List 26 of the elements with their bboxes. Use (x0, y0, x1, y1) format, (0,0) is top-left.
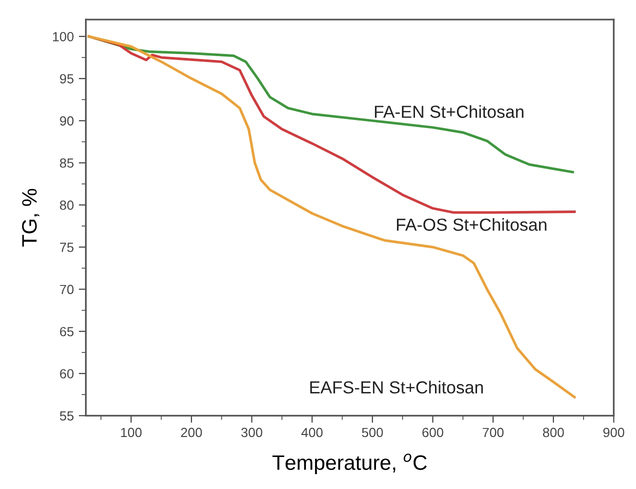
x-tick-label: 500 (362, 428, 383, 438)
x-tick-label: 200 (181, 428, 202, 438)
y-tick-label: 95 (60, 74, 74, 84)
x-tick-label: 300 (241, 428, 262, 438)
x-tick-label: 100 (121, 428, 142, 438)
y-tick-label: 85 (60, 158, 74, 168)
y-tick-label: 80 (60, 200, 74, 210)
text: EAFS-EN St+Chitosan (310, 380, 483, 394)
line-series (88, 35, 574, 174)
x-tick-label: 900 (603, 428, 624, 438)
x-axis-title: Temperature, $^{o}$C (272, 454, 427, 474)
line-series (88, 35, 576, 398)
y-axis-title: TG, % (22, 188, 40, 247)
y-tick-label: 65 (60, 326, 74, 336)
x-tick-label: 800 (542, 428, 564, 438)
y-tick-label: 55 (60, 411, 74, 421)
x-tick-label: 400 (301, 428, 323, 438)
series-label: FA-EN St+Chitosan (374, 105, 524, 118)
y-tick-label: 100 (53, 32, 74, 42)
y-tick-label: 75 (60, 242, 74, 252)
y-tick-label: 70 (60, 284, 74, 294)
y-tick-label: 90 (60, 116, 74, 126)
series-label: FA-OS St+Chitosan (396, 218, 546, 231)
x-tick-label: 700 (482, 428, 504, 438)
x-tick-label: 600 (422, 428, 444, 438)
y-tick-label: 60 (60, 369, 74, 378)
